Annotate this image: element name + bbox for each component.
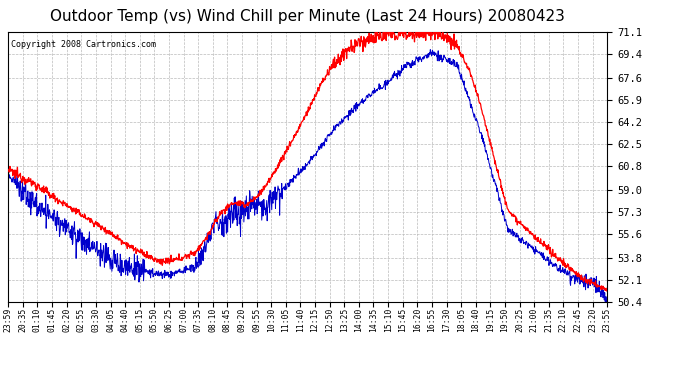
Text: Outdoor Temp (vs) Wind Chill per Minute (Last 24 Hours) 20080423: Outdoor Temp (vs) Wind Chill per Minute …: [50, 9, 564, 24]
Text: Copyright 2008 Cartronics.com: Copyright 2008 Cartronics.com: [11, 40, 156, 49]
